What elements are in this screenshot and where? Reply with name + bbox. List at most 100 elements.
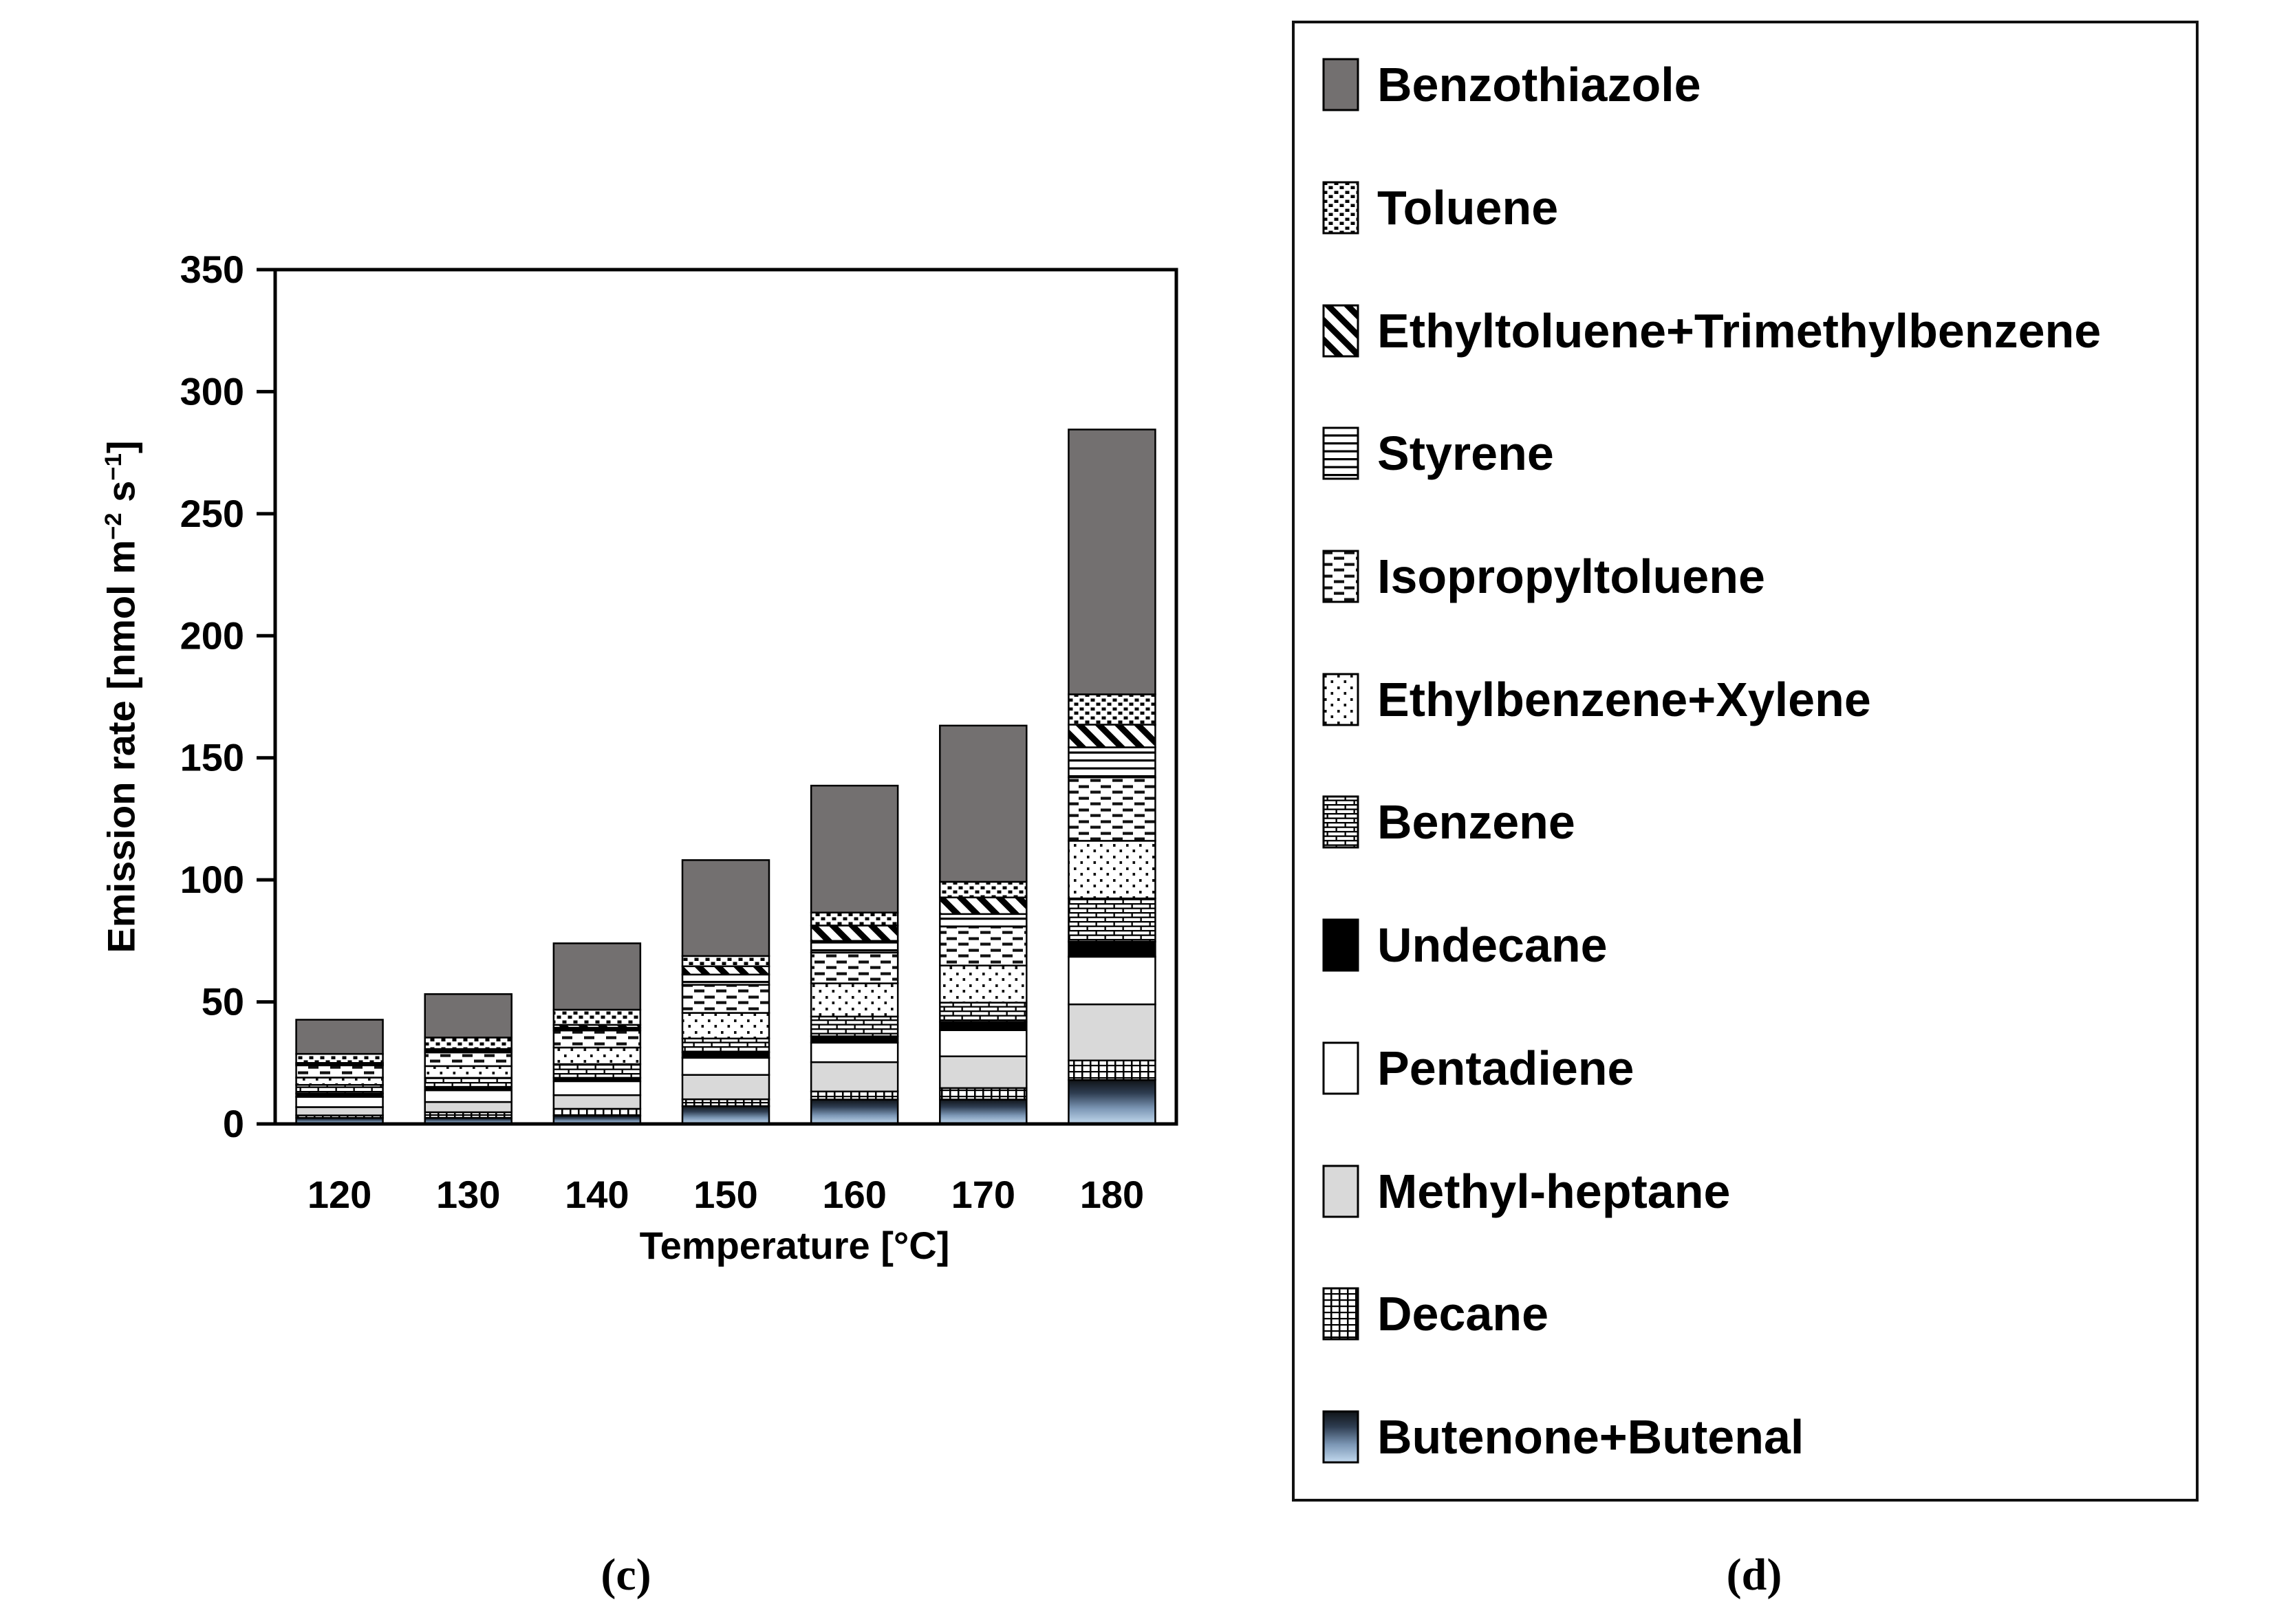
legend-label: Decane	[1377, 1287, 1549, 1341]
segment-toluene	[681, 955, 770, 968]
segment-methyl-heptane	[1068, 1003, 1156, 1061]
bar-150	[681, 859, 770, 1125]
legend-label: Toluene	[1377, 181, 1559, 235]
segment-decane	[939, 1087, 1028, 1101]
x-tick-label: 130	[436, 1173, 500, 1216]
legend-item: Butenone+Butenal	[1295, 1376, 2196, 1499]
segment-pentadiene	[810, 1041, 899, 1063]
legend-label: Undecane	[1377, 918, 1608, 973]
legend-swatch-gray-solid	[1322, 58, 1359, 111]
legend-item: Toluene	[1295, 147, 2196, 270]
segment-ethyltoluene-trimethylbenzene	[1068, 724, 1156, 748]
bar-120	[295, 1019, 384, 1125]
y-tick-label: 200	[180, 614, 244, 657]
legend-swatch-black-solid	[1322, 918, 1359, 972]
segment-methyl-heptane	[681, 1074, 770, 1101]
segment-benzene	[295, 1083, 384, 1094]
segment-isopropyltoluene	[1068, 776, 1156, 842]
segment-ethylbenzene-xylene	[681, 1012, 770, 1040]
segment-ethyltoluene-trimethylbenzene	[810, 924, 899, 942]
y-tick-label: 50	[202, 980, 244, 1024]
legend-label: Styrene	[1377, 426, 1554, 481]
y-tick-label: 250	[180, 492, 244, 535]
y-tick-label: 150	[180, 736, 244, 779]
x-tick-label: 160	[822, 1173, 886, 1216]
segment-pentadiene	[681, 1057, 770, 1076]
y-tick-label: 300	[180, 369, 244, 413]
segment-benzene	[681, 1037, 770, 1053]
segment-isopropyltoluene	[681, 984, 770, 1014]
legend-item: Ethyltoluene+Trimethylbenzene	[1295, 269, 2196, 392]
legend-item: Isopropyltoluene	[1295, 515, 2196, 638]
segment-butenone-butenal	[1068, 1079, 1156, 1125]
segment-isopropyltoluene	[939, 925, 1028, 966]
segment-decane	[681, 1098, 770, 1107]
legend-label: Pentadiene	[1377, 1041, 1634, 1095]
segment-methyl-heptane	[810, 1061, 899, 1093]
x-tick-label: 170	[951, 1173, 1015, 1216]
segment-butenone-butenal	[939, 1098, 1028, 1125]
segment-ethylbenzene-xylene	[810, 982, 899, 1018]
x-tick-label: 120	[307, 1173, 371, 1216]
segment-benzothiazole	[295, 1019, 384, 1055]
segment-pentadiene	[1068, 955, 1156, 1006]
segment-benzene	[939, 1002, 1028, 1023]
legend-item: Ethylbenzene+Xylene	[1295, 638, 2196, 761]
segment-pentadiene	[295, 1096, 384, 1108]
segment-ethylbenzene-xylene	[1068, 840, 1156, 900]
segment-styrene	[681, 973, 770, 986]
legend-label: Benzene	[1377, 795, 1575, 849]
segment-butenone-butenal	[681, 1105, 770, 1125]
x-tick-label: 150	[693, 1173, 757, 1216]
legend-label: Benzothiazole	[1377, 58, 1701, 112]
segment-styrene	[939, 913, 1028, 928]
legend-item: Undecane	[1295, 884, 2196, 1007]
segment-pentadiene	[552, 1080, 642, 1096]
segment-benzene	[1068, 897, 1156, 943]
segment-undecane	[1068, 940, 1156, 958]
segment-ethylbenzene-xylene	[424, 1065, 512, 1079]
panel-caption-d: (d)	[1726, 1550, 1782, 1600]
legend-label: Ethylbenzene+Xylene	[1377, 672, 1871, 726]
segment-ethylbenzene-xylene	[552, 1046, 642, 1065]
segment-methyl-heptane	[939, 1055, 1028, 1090]
segment-toluene	[810, 911, 899, 927]
legend: Benzothiazole Toluene Ethyltoluene+Trimeth…	[1292, 21, 2199, 1502]
legend-swatch-dashes	[1322, 550, 1359, 603]
legend-swatch-diagonal-stripes	[1322, 304, 1359, 358]
legend-swatch-grid	[1322, 1287, 1359, 1341]
segment-methyl-heptane	[424, 1101, 512, 1114]
legend-swatch-blue-gradient	[1322, 1410, 1359, 1464]
segment-isopropyltoluene	[295, 1064, 384, 1079]
segment-benzene	[810, 1015, 899, 1037]
legend-item: Styrene	[1295, 392, 2196, 515]
bar-140	[552, 942, 642, 1125]
legend-swatch-bricks	[1322, 795, 1359, 849]
bar-180	[1068, 429, 1156, 1125]
legend-item: Benzene	[1295, 761, 2196, 884]
segment-styrene	[1068, 746, 1156, 779]
segment-benzothiazole	[424, 993, 512, 1039]
segment-methyl-heptane	[295, 1106, 384, 1116]
bars: 120 130 140 150 160 170 180	[295, 429, 1156, 1216]
legend-swatch-dots	[1322, 673, 1359, 726]
segment-benzene	[424, 1076, 512, 1088]
segment-ethyltoluene-trimethylbenzene	[681, 965, 770, 976]
x-tick-label: 140	[565, 1173, 629, 1216]
legend-swatch-dot-grid	[1322, 181, 1359, 235]
legend-swatch-light-gray-solid	[1322, 1165, 1359, 1218]
segment-butenone-butenal	[810, 1098, 899, 1125]
segment-toluene	[295, 1052, 384, 1064]
segment-benzothiazole	[939, 724, 1028, 883]
y-tick-label: 0	[223, 1102, 244, 1145]
y-tick-label: 100	[180, 858, 244, 901]
segment-decane	[552, 1107, 642, 1117]
y-tick-label: 350	[180, 248, 244, 291]
x-tick-label: 180	[1080, 1173, 1144, 1216]
y-axis: 0 50 100 150 200 250 300 350	[180, 248, 275, 1145]
segment-toluene	[939, 880, 1028, 898]
legend-item: Benzothiazole	[1295, 23, 2196, 147]
segment-toluene	[424, 1037, 512, 1050]
bar-130	[424, 993, 512, 1125]
